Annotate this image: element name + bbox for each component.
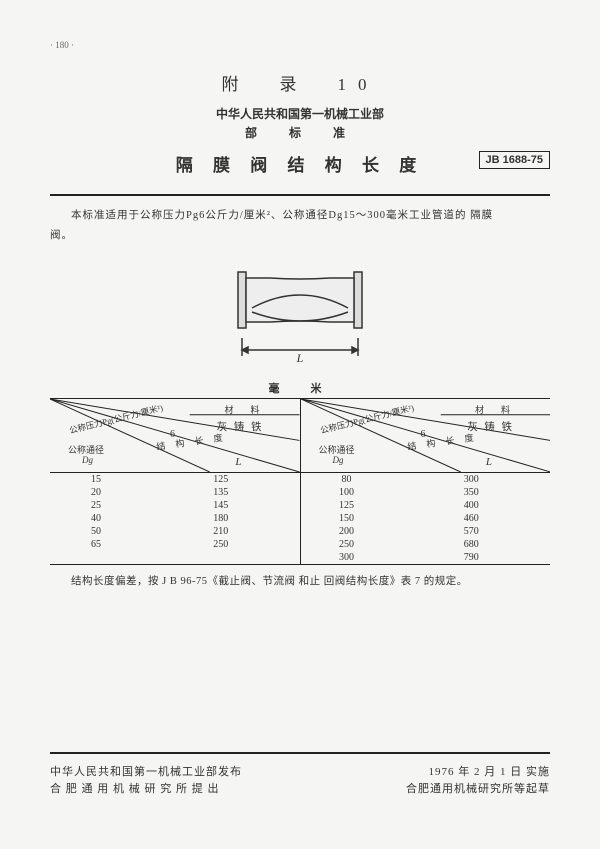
- cell-length: 400: [393, 500, 551, 511]
- header-L: L: [235, 456, 241, 468]
- drafter: 合肥通用机械研究所等起草: [406, 781, 550, 799]
- cell-dn: 50: [50, 526, 142, 537]
- table-row: 40180: [50, 512, 300, 525]
- cell-dn: 300: [301, 552, 393, 563]
- table-row: 65250: [50, 538, 300, 551]
- table-row: 100350: [301, 486, 551, 499]
- divider: [50, 752, 550, 754]
- cell-dn: 20: [50, 487, 142, 498]
- table-left: 材 料 灰 铸 铁 公称压力Pg(公斤力/厘米²) 6 结 构 长 度 公称通径…: [50, 399, 301, 564]
- cell-dn: 125: [301, 500, 393, 511]
- effective-date: 1976 年 2 月 1 日 实施: [406, 764, 550, 782]
- divider: [50, 194, 550, 196]
- table-right: 材 料 灰 铸 铁 公称压力Pg(公斤力/厘米²) 6 结 构 长 度 公称通径…: [301, 399, 551, 564]
- table-row: 15125: [50, 473, 300, 486]
- header-material: 材 料: [224, 403, 263, 416]
- cell-length: 790: [393, 552, 551, 563]
- footer-right: 1976 年 2 月 1 日 实施 合肥通用机械研究所等起草: [406, 764, 550, 799]
- table-header-right: 材 料 灰 铸 铁 公称压力Pg(公斤力/厘米²) 6 结 构 长 度 公称通径…: [301, 399, 551, 473]
- cell-dn: 25: [50, 500, 142, 511]
- header-dn-sym: Dg: [333, 455, 344, 465]
- cell-length: 350: [393, 487, 551, 498]
- unit-label: 毫 米: [50, 380, 550, 396]
- cell-length: 125: [142, 474, 300, 485]
- deviation-note: 结构长度偏差，按 J B 96-75《截止阀、节流阀 和止 回阀结构长度》表 7…: [50, 573, 550, 588]
- cell-dn: 80: [301, 474, 393, 485]
- table-row: 150460: [301, 512, 551, 525]
- scope-text: 本标准适用于公称压力Pg6公斤力/厘米²、公称通径Dg15～300毫米工业管道的…: [50, 206, 550, 226]
- table-row: 25145: [50, 499, 300, 512]
- cell-dn: 15: [50, 474, 142, 485]
- cell-dn: 150: [301, 513, 393, 524]
- header-dn-sym: Dg: [82, 455, 93, 465]
- cell-dn: 40: [50, 513, 142, 524]
- document-title: 隔 膜 阀 结 构 长 度: [176, 151, 425, 176]
- valve-diagram: L: [50, 260, 550, 370]
- cell-dn: 100: [301, 487, 393, 498]
- header-material: 材 料: [475, 403, 514, 416]
- cell-length: 145: [142, 500, 300, 511]
- cell-length: 180: [142, 513, 300, 524]
- cell-length: 570: [393, 526, 551, 537]
- cell-length: 135: [142, 487, 300, 498]
- cell-dn: 200: [301, 526, 393, 537]
- cell-length: 210: [142, 526, 300, 537]
- cell-dn: 250: [301, 539, 393, 550]
- standard-label: 部 标 准: [50, 124, 550, 141]
- cell-length: 300: [393, 474, 551, 485]
- cell-dn: 65: [50, 539, 142, 550]
- table-row: 200570: [301, 525, 551, 538]
- table-row: 250680: [301, 538, 551, 551]
- length-symbol: L: [296, 351, 304, 365]
- cell-length: 250: [142, 539, 300, 550]
- document-header: 附 录 10 中华人民共和国第一机械工业部 部 标 准 隔 膜 阀 结 构 长 …: [50, 70, 550, 176]
- header-L: L: [486, 456, 492, 468]
- table-row: 125400: [301, 499, 551, 512]
- publisher: 中华人民共和国第一机械工业部发布: [50, 764, 242, 782]
- footer-left: 中华人民共和国第一机械工业部发布 合 肥 通 用 机 械 研 究 所 提 出: [50, 764, 242, 799]
- appendix-label: 附 录 10: [50, 70, 550, 95]
- cell-length: 460: [393, 513, 551, 524]
- table-header-left: 材 料 灰 铸 铁 公称压力Pg(公斤力/厘米²) 6 结 构 长 度 公称通径…: [50, 399, 300, 473]
- page-number: · 180 ·: [50, 40, 550, 50]
- data-tables: 材 料 灰 铸 铁 公称压力Pg(公斤力/厘米²) 6 结 构 长 度 公称通径…: [50, 398, 550, 565]
- table-row: 80300: [301, 473, 551, 486]
- scope-text-2: 阀。: [50, 226, 550, 246]
- ministry-name: 中华人民共和国第一机械工业部: [50, 105, 550, 122]
- document-footer: 中华人民共和国第一机械工业部发布 合 肥 通 用 机 械 研 究 所 提 出 1…: [50, 744, 550, 799]
- table-row: 20135: [50, 486, 300, 499]
- table-row: 50210: [50, 525, 300, 538]
- cell-length: 680: [393, 539, 551, 550]
- standard-code: JB 1688-75: [479, 151, 551, 169]
- table-row: 300790: [301, 551, 551, 564]
- proposer: 合 肥 通 用 机 械 研 究 所 提 出: [50, 781, 242, 799]
